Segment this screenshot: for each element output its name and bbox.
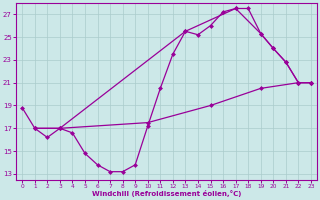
X-axis label: Windchill (Refroidissement éolien,°C): Windchill (Refroidissement éolien,°C) [92, 190, 241, 197]
